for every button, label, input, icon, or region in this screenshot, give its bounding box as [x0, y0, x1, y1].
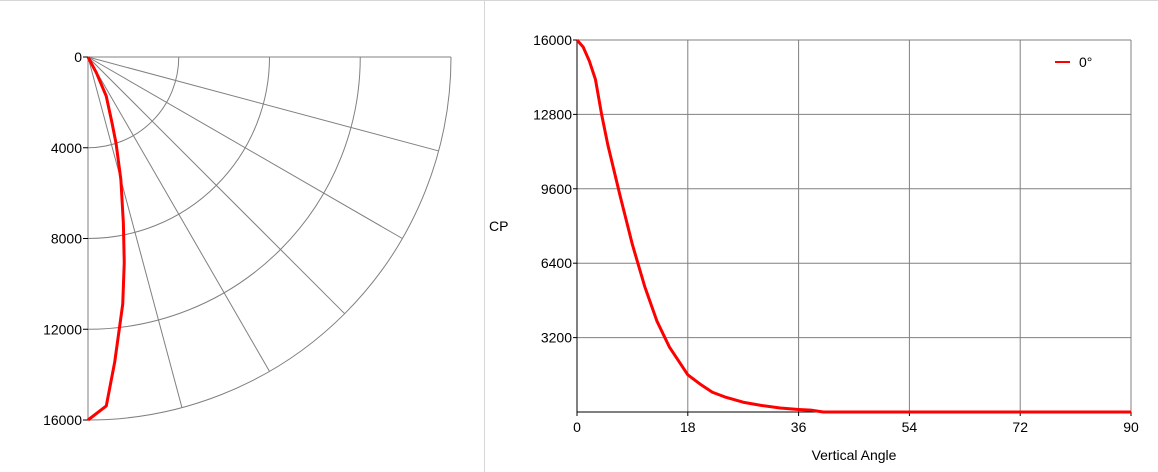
- line-chart: 0 18 36 54 72 90 3200 6400 9600 12800 16000 Vertica…: [489, 32, 1139, 463]
- top-border: [0, 0, 1158, 1]
- y-tick-label: 12800: [533, 106, 572, 122]
- polar-grid-spoke: [87, 56, 346, 315]
- y-axis-label: CP: [489, 218, 508, 234]
- y-tick-label: 6400: [541, 255, 572, 271]
- polar-tick-label: 12000: [43, 321, 82, 337]
- y-tick-label: 3200: [541, 330, 572, 346]
- polar-tick-label: 8000: [51, 231, 82, 247]
- line-chart-panel: 0 18 36 54 72 90 3200 6400 9600 12800 16000 Vertica…: [485, 0, 1158, 472]
- polar-grid-spoke: [87, 56, 183, 408]
- x-tick-label: 72: [1012, 419, 1028, 435]
- polar-grid-spoke: [87, 56, 270, 372]
- polar-chart-panel: 0 4000 8000 12000 16000: [0, 0, 484, 472]
- x-tick-label: 54: [902, 419, 918, 435]
- x-tick-label: 18: [680, 419, 696, 435]
- panel-divider: [484, 0, 485, 472]
- legend-label: 0°: [1079, 54, 1092, 70]
- y-tick-label: 16000: [533, 32, 572, 48]
- polar-chart: 0 4000 8000 12000 16000: [43, 49, 452, 428]
- x-tick-label: 36: [791, 419, 807, 435]
- series-line: [575, 39, 1131, 414]
- polar-tick-label: 4000: [51, 140, 82, 156]
- polar-grid-spoke: [87, 56, 439, 152]
- x-tick-label: 0: [573, 419, 581, 435]
- x-axis-label: Vertical Angle: [812, 447, 897, 463]
- polar-tick-label: 0: [74, 49, 82, 65]
- y-tick-label: 9600: [541, 181, 572, 197]
- polar-grid-spoke: [87, 56, 403, 239]
- polar-tick-label: 16000: [43, 412, 82, 428]
- x-tick-label: 90: [1123, 419, 1139, 435]
- polar-series-line: [86, 56, 126, 422]
